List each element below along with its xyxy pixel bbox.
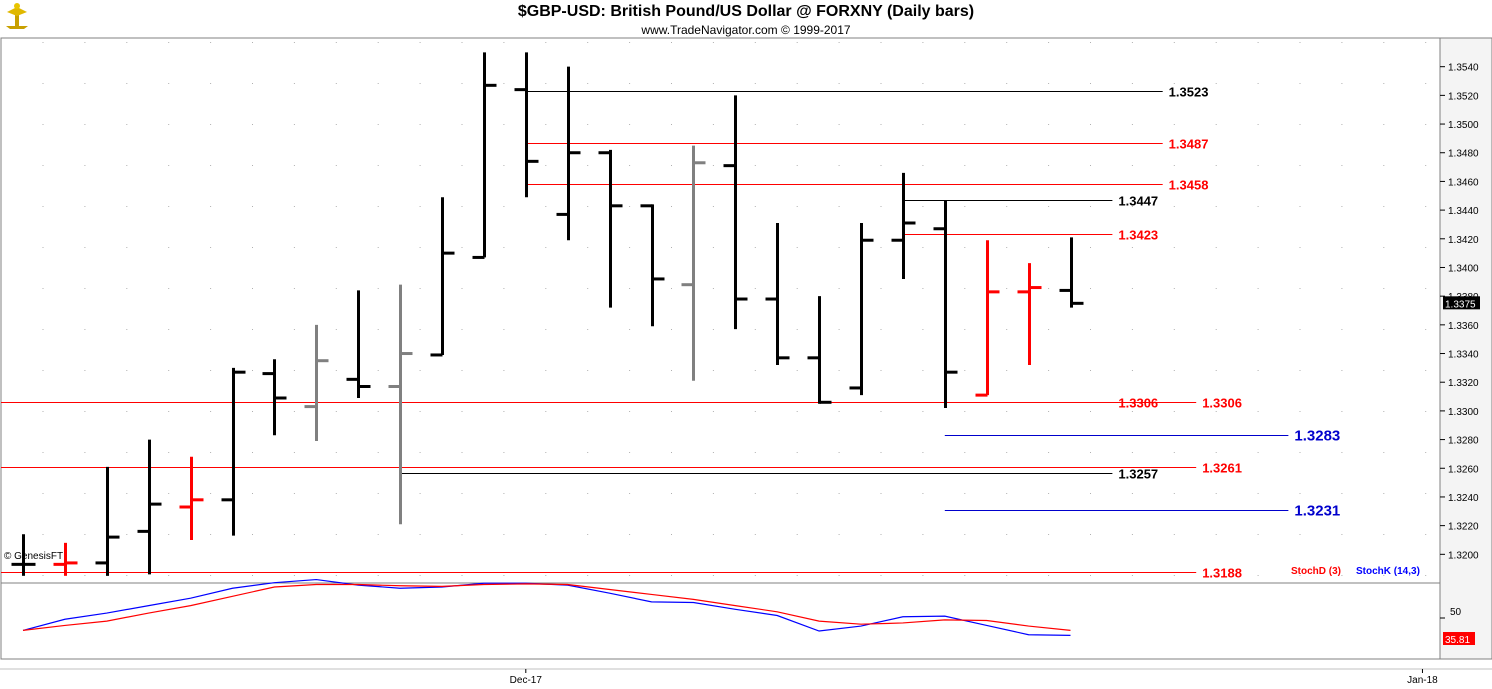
level-label: 1.3447 (1118, 194, 1158, 209)
price-tick-label: 1.3240 (1448, 493, 1479, 504)
price-tick-label: 1.3200 (1448, 550, 1479, 561)
stoch-k-legend: StochK (14,3) (1356, 566, 1420, 577)
price-tick-label: 1.3220 (1448, 522, 1479, 533)
watermark-label: © GenesisFT (4, 551, 63, 562)
stoch-tick-label: 50 (1450, 607, 1462, 618)
trade-navigator-logo-icon (6, 3, 28, 29)
stoch-panel-frame (0, 582, 1441, 660)
level-label: 1.3283 (1294, 428, 1340, 445)
price-tick-label: 1.3260 (1448, 464, 1479, 475)
level-label: 1.3231 (1294, 503, 1340, 520)
date-tick-label: Dec-17 (510, 675, 543, 686)
level-label: 1.3188 (1202, 566, 1242, 581)
price-axis-panel (1439, 37, 1492, 660)
price-tick-label: 1.3520 (1448, 91, 1479, 102)
level-label: 1.3257 (1118, 467, 1158, 482)
price-tick-label: 1.3420 (1448, 235, 1479, 246)
price-tick-label: 1.3500 (1448, 120, 1479, 131)
price-tick-label: 1.3480 (1448, 149, 1479, 160)
ohlc-bars (11, 52, 1084, 576)
last-price-box (1443, 296, 1480, 310)
chart-subtitle: www.TradeNavigator.com © 1999-2017 (641, 23, 851, 37)
price-tick-label: 1.3400 (1448, 263, 1479, 274)
last-price-label: 1.3375 (1445, 299, 1476, 310)
level-label: 1.3306 (1202, 396, 1242, 411)
price-tick-label: 1.3440 (1448, 206, 1479, 217)
price-tick-label: 1.3360 (1448, 321, 1479, 332)
stoch-last-label: 35.81 (1445, 635, 1470, 646)
price-tick-label: 1.3280 (1448, 436, 1479, 447)
price-tick-label: 1.3540 (1448, 63, 1479, 74)
date-tick-label: Jan-18 (1407, 675, 1438, 686)
stoch-d-legend: StochD (3) (1291, 566, 1341, 577)
level-label: 1.3523 (1169, 85, 1209, 100)
stoch-last-box (1443, 632, 1475, 645)
price-tick-label: 1.3300 (1448, 407, 1479, 418)
price-tick-label: 1.3460 (1448, 177, 1479, 188)
level-label: 1.3261 (1202, 461, 1242, 476)
level-label: 1.3423 (1118, 228, 1158, 243)
price-tick-label: 1.3340 (1448, 350, 1479, 361)
price-panel-frame (0, 37, 1441, 584)
level-label: 1.3458 (1169, 178, 1209, 193)
level-label: 1.3487 (1169, 137, 1209, 152)
price-tick-label: 1.3320 (1448, 378, 1479, 389)
stoch-d-line (22, 583, 1071, 631)
chart-title: $GBP-USD: British Pound/US Dollar @ FORX… (517, 3, 975, 20)
